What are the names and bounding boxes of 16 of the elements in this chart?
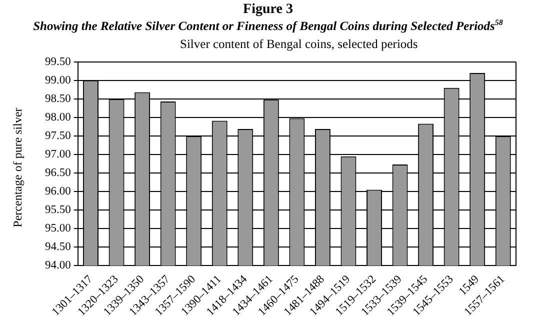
y-tick-label: 95.50: [45, 204, 72, 216]
y-tick-label: 95.00: [45, 222, 72, 235]
y-axis-title: Percentage of pure silver: [10, 106, 26, 230]
chart-title: Figure 3: [242, 2, 294, 18]
y-tick-label: 98.00: [45, 111, 72, 124]
text: Silver content of Bengal coins, selected periods: [180, 37, 418, 52]
y-tick-label: 98.50: [45, 92, 72, 105]
y-tick-label: 94.00: [45, 260, 72, 272]
chart-subtitle: Showing the Relative Silver Content or Fineness of Bengal Coins during Selected Periods$^{58}$: [32, 18, 504, 34]
y-tick-label: 96.50: [45, 167, 72, 180]
y-tick-label: 97.50: [45, 130, 72, 142]
y-tick-label: 96.00: [45, 186, 72, 198]
y-tick-label: 99.00: [45, 74, 72, 86]
y-tick-label: 99.50: [45, 56, 72, 68]
y-tick-label: 97.00: [45, 148, 72, 161]
y-tick-label: 94.50: [45, 241, 72, 254]
